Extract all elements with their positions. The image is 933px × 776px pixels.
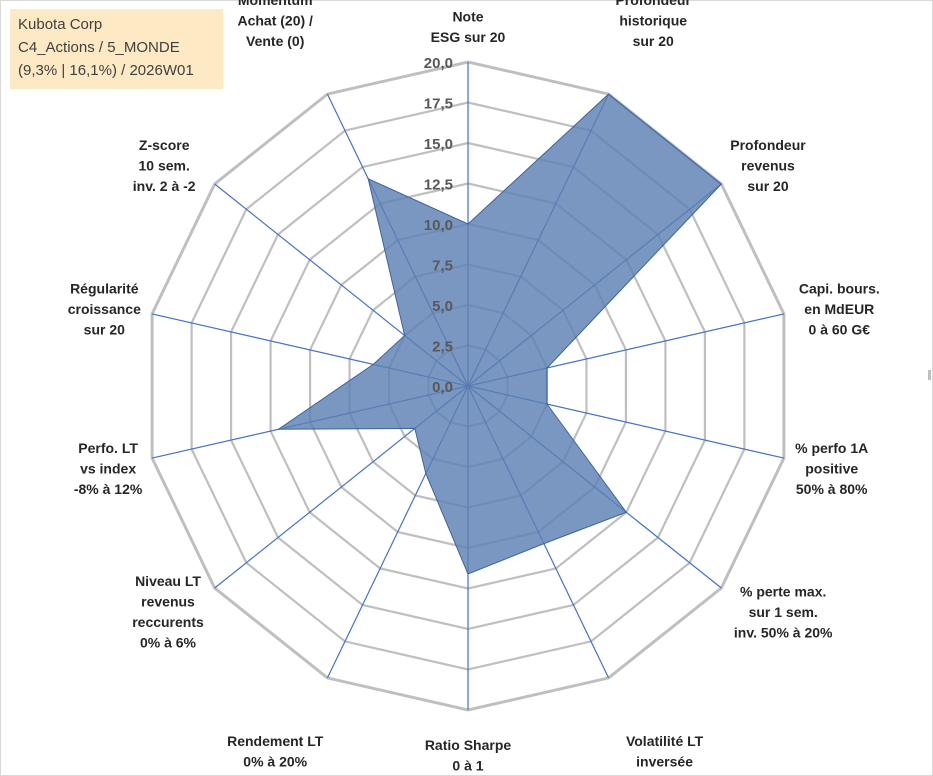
tick-label: 0,0 [432,379,453,396]
axis-label: Capi. bours. en MdEUR 0 à 60 G€ [799,281,880,338]
tick-label: 20,0 [424,55,453,72]
axis-label: Ratio Sharpe 0 à 1 [425,737,512,774]
tick-label: 2,5 [432,339,453,356]
axis-label: Perfo. LT vs index -8% à 12% [74,440,143,497]
tick-label: 17,5 [424,96,453,113]
axis-label: Z-score 10 sem. inv. 2 à -2 [133,137,196,194]
axis-label: Note ESG sur 20 [431,9,506,46]
radar-series [276,93,723,575]
axis-label: Momentum Achat (20) / Vente (0) [237,0,313,49]
axis-label: Volatilité LTinversée40% à 0% [626,733,704,776]
info-box: Kubota Corp C4_Actions / 5_MONDE (9,3% |… [10,9,223,89]
axis-label: Rendement LT 0% à 20% [227,733,324,770]
tick-label: 7,5 [432,258,453,275]
tick-label: 12,5 [424,177,453,194]
tick-label: 15,0 [424,136,453,153]
performance-week: (9,3% | 16,1%) / 2026W01 [18,62,194,79]
tick-label: 5,0 [432,298,453,315]
series-area [276,93,723,575]
radial-tick-labels: 0,0 2,5 5,0 7,5 10,0 12,5 15,0 17,5 20,0 [424,55,453,396]
company-name: Kubota Corp [18,16,103,33]
scroll-indicator [928,370,931,380]
portfolio-label: C4_Actions / 5_MONDE [18,39,180,56]
axis-label: Niveau LT revenus reccurents 0% à 6% [132,573,204,651]
tick-label: 10,0 [424,217,453,234]
axis-label: % perfo 1A positive 50% à 80% [795,440,868,497]
axis-label: Profondeur historique sur 20 [615,0,691,49]
axis-label: Régularité croissance sur 20 [68,281,141,338]
axis-labels: Note ESG sur 20 Profondeur historique sur 20… [68,0,880,776]
axis-label: % perte max. sur 1 sem. inv. 50% à 20% [734,584,833,641]
axis-label: Profondeur revenus sur 20 [730,137,806,194]
